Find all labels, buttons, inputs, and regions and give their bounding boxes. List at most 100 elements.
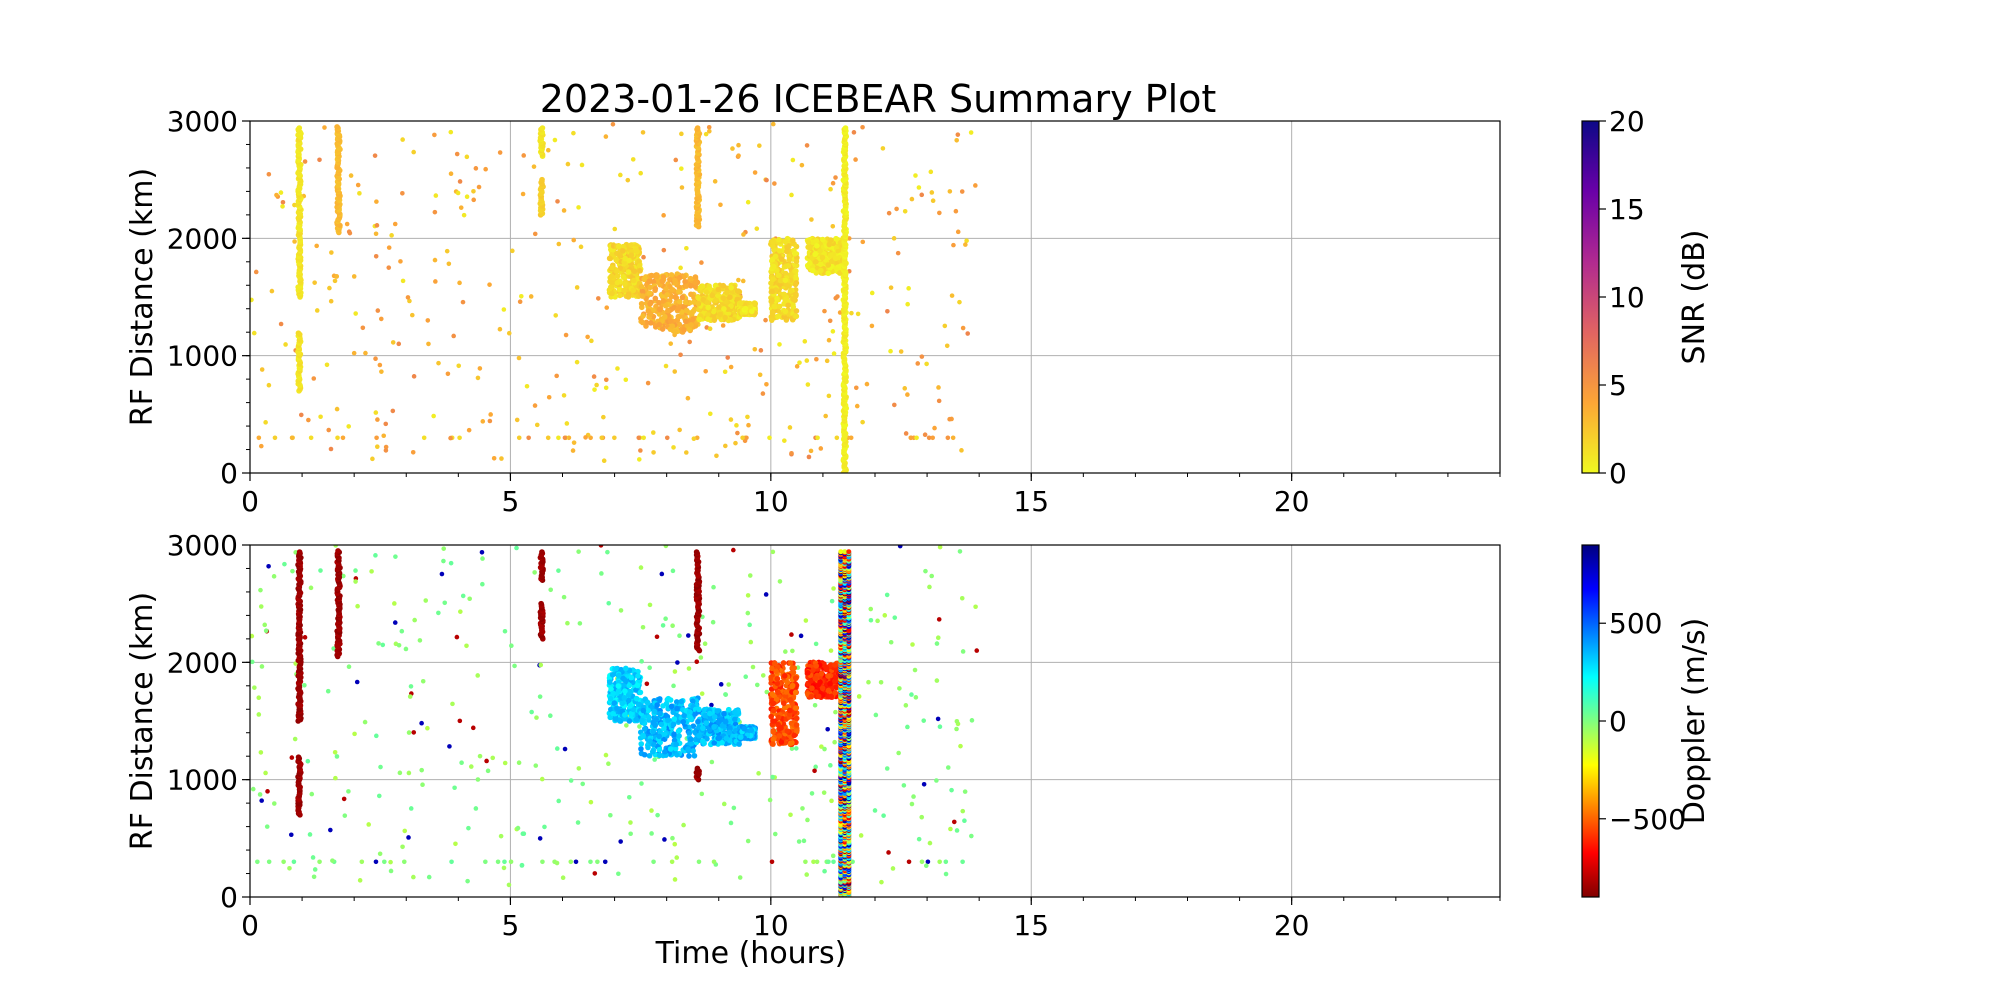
cluster-point (711, 317, 718, 323)
cluster-point (788, 272, 794, 278)
cluster-point (771, 660, 778, 667)
data-point (374, 199, 379, 204)
data-point (927, 840, 933, 846)
cluster-point (656, 306, 663, 313)
data-point (314, 308, 320, 313)
data-point (909, 692, 914, 697)
cluster-point (665, 717, 671, 724)
data-point (911, 794, 916, 799)
cluster-point (737, 300, 744, 306)
cluster-point (727, 294, 733, 301)
data-point (370, 456, 375, 462)
data-point (362, 719, 368, 725)
data-point (954, 828, 960, 833)
data-point (383, 421, 389, 427)
data-point (955, 132, 961, 137)
data-point (271, 574, 277, 579)
cluster-point (638, 300, 645, 307)
data-point (661, 213, 666, 218)
data-point (480, 419, 486, 424)
cluster-point (612, 716, 619, 722)
data-point (454, 634, 460, 640)
data-point (829, 598, 835, 604)
data-point (969, 718, 975, 723)
data-point (906, 859, 912, 865)
data-point (311, 874, 317, 880)
data-point (308, 585, 314, 591)
data-point (603, 385, 609, 391)
cluster-point (832, 255, 839, 262)
data-point (375, 417, 380, 422)
data-point (636, 435, 642, 441)
cluster-point (827, 662, 834, 669)
data-point (860, 419, 865, 425)
data-point (406, 770, 412, 776)
data-point (317, 859, 322, 865)
data-point (959, 448, 964, 453)
data-point (263, 628, 269, 634)
data-point (912, 667, 918, 673)
cluster-point (720, 282, 727, 289)
y-tick-label: 2000 (167, 222, 238, 255)
data-point (897, 545, 903, 549)
data-point (601, 458, 607, 464)
cluster-point (828, 693, 835, 700)
data-point (312, 867, 318, 872)
data-point (264, 824, 270, 829)
data-point (873, 712, 879, 718)
data-point (307, 832, 313, 837)
cluster-point (633, 716, 640, 723)
data-point (410, 450, 416, 455)
cluster-point (793, 262, 800, 269)
cluster-point (671, 731, 677, 738)
cluster-point (685, 746, 691, 752)
data-point (400, 190, 405, 196)
data-point (763, 317, 768, 323)
cluster-point (812, 251, 818, 258)
cluster-point (783, 238, 789, 245)
data-point (803, 859, 808, 865)
data-point (571, 237, 577, 243)
data-point (262, 622, 268, 628)
band-point (295, 754, 302, 760)
cluster-point (774, 267, 780, 274)
data-point (302, 159, 308, 164)
data-point (258, 604, 264, 609)
data-point (789, 450, 794, 456)
data-point (812, 702, 818, 708)
data-point (341, 573, 346, 579)
cluster-point (768, 713, 774, 720)
cluster-point (721, 710, 727, 717)
data-point (292, 736, 298, 742)
data-point (520, 831, 526, 836)
data-point (548, 587, 554, 593)
data-point (930, 198, 936, 204)
data-point (915, 361, 921, 366)
data-point (868, 606, 874, 612)
cluster-point (768, 317, 775, 323)
data-point (788, 812, 793, 818)
cluster-point (690, 316, 696, 322)
data-point (448, 129, 454, 135)
data-point (628, 831, 633, 837)
data-point (432, 132, 437, 138)
cluster-point (680, 719, 687, 725)
data-point (411, 730, 417, 735)
data-point (638, 448, 643, 453)
data-point (741, 232, 746, 237)
data-point (879, 879, 884, 885)
x-tick-label: 15 (1013, 485, 1049, 518)
cluster-point (675, 288, 682, 295)
data-point (305, 758, 311, 764)
cluster-point (770, 239, 777, 246)
data-point (353, 311, 358, 316)
cluster-point (787, 707, 793, 714)
data-point (888, 285, 894, 290)
data-point (251, 330, 257, 336)
data-point (577, 621, 583, 626)
data-point (830, 223, 836, 229)
data-point (722, 369, 728, 375)
cluster-point (662, 302, 669, 309)
cluster-point (770, 263, 777, 270)
